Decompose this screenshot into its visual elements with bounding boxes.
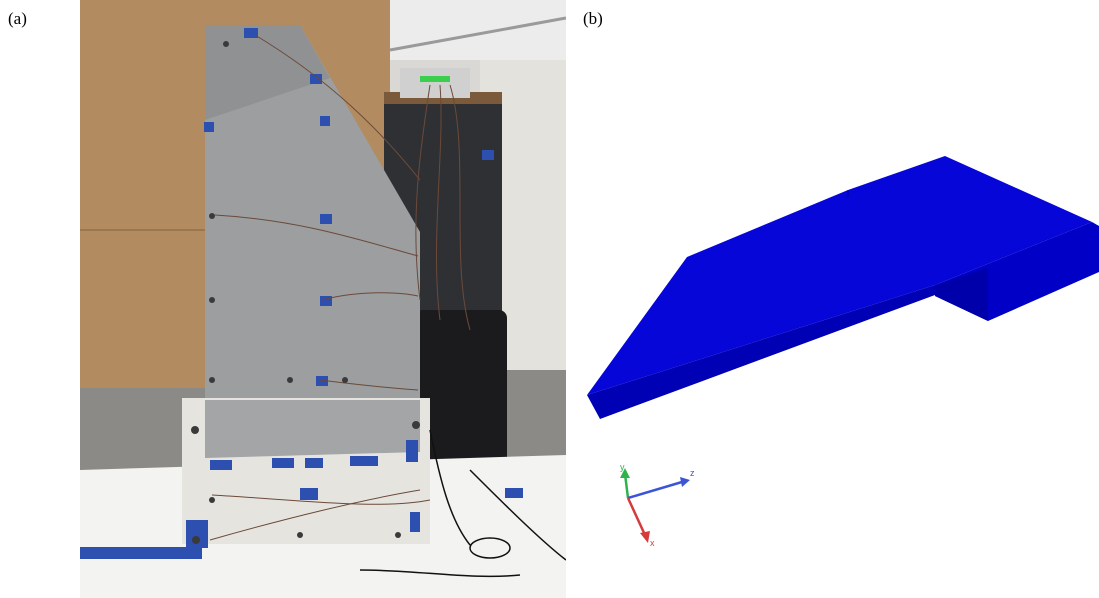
triad-y-label: y — [620, 462, 625, 472]
plate-lower — [205, 400, 420, 458]
floor-tape — [80, 547, 202, 559]
triad-z-head — [680, 477, 690, 487]
daq-leds — [420, 76, 450, 82]
whiteboard — [390, 0, 566, 60]
triad-x — [628, 498, 645, 535]
triad-z — [628, 482, 682, 498]
panel-b-label: (b) — [583, 9, 603, 28]
axis-triad: y z x — [620, 462, 695, 548]
daq-unit — [400, 68, 470, 98]
triad-x-head — [640, 531, 650, 543]
triad-x-label: x — [650, 538, 655, 548]
photo — [80, 0, 566, 598]
figure: (a) (b) — [0, 0, 1099, 598]
model-render — [587, 156, 1099, 419]
page: (a) (b) — [0, 0, 1099, 598]
triad-z-label: z — [690, 468, 695, 478]
panel-a-label: (a) — [8, 9, 27, 28]
